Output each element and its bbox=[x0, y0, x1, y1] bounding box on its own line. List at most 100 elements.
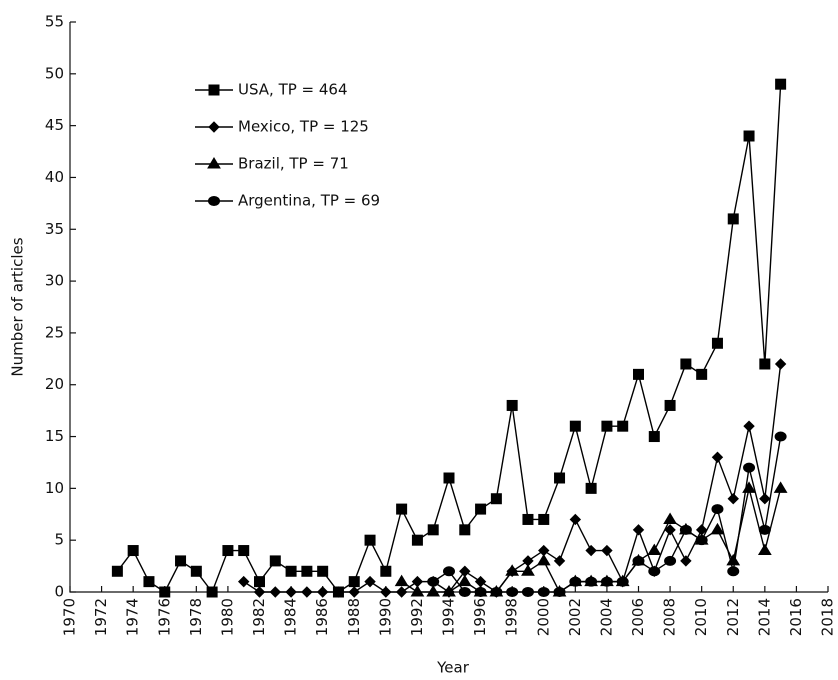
data-point bbox=[727, 493, 739, 505]
series-line bbox=[116, 84, 782, 594]
data-point bbox=[301, 586, 313, 598]
x-tick-label: 1972 bbox=[92, 598, 110, 636]
data-point bbox=[206, 586, 218, 598]
x-tick-label: 2004 bbox=[597, 598, 615, 636]
legend-marker bbox=[208, 84, 220, 96]
data-point bbox=[364, 575, 376, 588]
x-tick-label: 1970 bbox=[61, 598, 79, 636]
x-tick-label: 1996 bbox=[471, 598, 489, 636]
data-point bbox=[395, 586, 408, 598]
y-tick-label: 10 bbox=[45, 479, 64, 497]
data-point bbox=[521, 564, 535, 576]
legend-marker bbox=[207, 157, 221, 169]
data-point bbox=[427, 524, 439, 536]
data-point bbox=[427, 576, 440, 587]
x-tick-label: 2008 bbox=[661, 598, 679, 636]
data-point bbox=[490, 587, 503, 597]
data-point bbox=[410, 585, 425, 597]
data-point bbox=[759, 358, 771, 370]
x-tick-label: 2016 bbox=[787, 598, 805, 636]
data-point bbox=[727, 213, 739, 225]
data-point bbox=[285, 565, 297, 577]
y-tick-label: 5 bbox=[54, 531, 64, 549]
data-point bbox=[143, 576, 155, 588]
data-point bbox=[238, 575, 250, 588]
data-point bbox=[664, 524, 676, 536]
x-tick-label: 2012 bbox=[724, 598, 742, 636]
data-point bbox=[380, 565, 392, 577]
data-point bbox=[632, 555, 645, 566]
data-point bbox=[773, 481, 788, 493]
data-point bbox=[474, 587, 487, 597]
data-point bbox=[536, 553, 551, 566]
x-tick-label: 1984 bbox=[282, 598, 300, 636]
data-point bbox=[238, 545, 250, 557]
data-point bbox=[380, 586, 392, 598]
data-point bbox=[758, 524, 771, 535]
data-point bbox=[664, 555, 677, 566]
legend-label: USA, TP = 464 bbox=[238, 81, 348, 99]
data-point bbox=[554, 472, 566, 484]
data-point bbox=[569, 420, 581, 432]
x-tick-label: 1994 bbox=[440, 598, 458, 636]
data-point bbox=[269, 555, 281, 567]
data-point bbox=[348, 576, 360, 588]
data-point bbox=[253, 586, 266, 598]
data-point bbox=[664, 399, 676, 411]
data-point bbox=[505, 564, 520, 576]
data-point bbox=[111, 565, 123, 577]
data-point bbox=[743, 130, 755, 142]
data-point bbox=[411, 534, 423, 546]
x-tick-label: 2006 bbox=[629, 598, 647, 636]
y-axis-label: Number of articles bbox=[9, 237, 27, 376]
data-point bbox=[426, 585, 441, 597]
x-tick-label: 1978 bbox=[187, 598, 205, 636]
legend-marker bbox=[208, 121, 220, 133]
data-point bbox=[585, 576, 598, 587]
x-tick-label: 2010 bbox=[692, 598, 710, 636]
data-point bbox=[459, 524, 471, 536]
data-point bbox=[743, 462, 756, 473]
legend-label: Brazil, TP = 71 bbox=[238, 155, 349, 173]
y-tick-label: 45 bbox=[45, 116, 64, 134]
data-point bbox=[175, 555, 187, 567]
data-point bbox=[394, 574, 409, 587]
data-point bbox=[616, 576, 629, 587]
data-point bbox=[301, 565, 313, 577]
data-point bbox=[663, 512, 677, 524]
data-point bbox=[317, 565, 329, 577]
x-tick-label: 1992 bbox=[408, 598, 426, 636]
data-point bbox=[443, 472, 455, 484]
x-axis-label: Year bbox=[436, 659, 470, 677]
data-point bbox=[759, 493, 771, 505]
x-tick-label: 1990 bbox=[376, 598, 394, 636]
legend-label: Mexico, TP = 125 bbox=[238, 118, 369, 136]
data-point bbox=[254, 576, 265, 588]
x-tick-label: 1982 bbox=[250, 598, 268, 636]
data-point bbox=[727, 566, 740, 577]
data-point bbox=[632, 524, 645, 536]
x-tick-label: 2014 bbox=[755, 598, 773, 636]
data-point bbox=[600, 576, 613, 587]
data-point bbox=[569, 513, 582, 526]
data-point bbox=[285, 586, 297, 598]
x-tick-label: 2018 bbox=[819, 598, 837, 636]
data-point bbox=[648, 431, 660, 443]
data-point bbox=[332, 586, 345, 598]
y-tick-label: 25 bbox=[45, 323, 64, 341]
data-point bbox=[442, 585, 456, 597]
data-point bbox=[522, 513, 534, 525]
legend-label: Argentina, TP = 69 bbox=[238, 192, 380, 210]
data-point bbox=[475, 503, 487, 515]
data-point bbox=[585, 544, 597, 557]
data-point bbox=[743, 420, 755, 432]
legend-marker bbox=[208, 196, 220, 206]
data-point bbox=[396, 503, 408, 515]
data-point bbox=[521, 587, 534, 597]
data-point bbox=[601, 420, 613, 432]
data-point bbox=[538, 513, 550, 525]
y-tick-label: 40 bbox=[45, 168, 64, 186]
data-point bbox=[553, 587, 566, 597]
data-point bbox=[711, 451, 724, 463]
